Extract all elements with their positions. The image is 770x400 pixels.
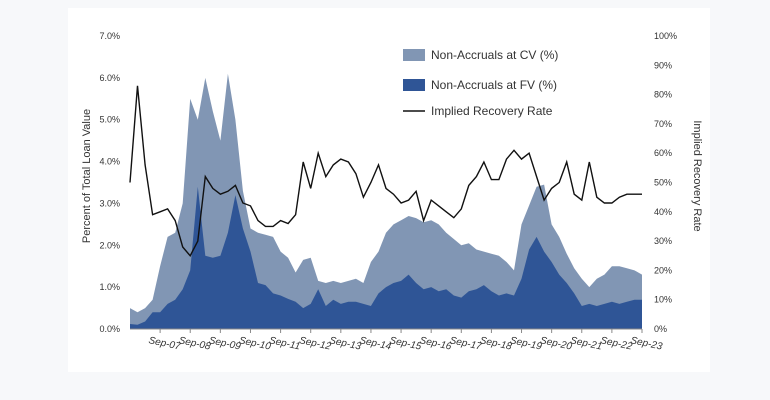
x-tick-label: Sep-18 — [479, 335, 513, 353]
y-right-tick-label: 60% — [654, 148, 672, 158]
y-left-tick-label: 2.0% — [99, 240, 120, 250]
legend-label: Implied Recovery Rate — [431, 104, 553, 118]
x-tick-label: Sep-20 — [539, 335, 573, 353]
x-tick-label: Sep-11 — [268, 335, 301, 352]
x-tick-label: Sep-08 — [178, 335, 212, 353]
fv-area-series — [130, 186, 642, 329]
x-tick-label: Sep-13 — [328, 335, 362, 353]
x-tick-label: Sep-15 — [388, 335, 422, 353]
x-tick-label: Sep-12 — [298, 335, 332, 353]
x-tick-label: Sep-21 — [569, 335, 603, 352]
y-left-tick-label: 7.0% — [99, 31, 120, 41]
y-right-tick-label: 20% — [654, 265, 672, 275]
line-series — [129, 85, 642, 258]
x-tick-label: Sep-09 — [208, 335, 242, 353]
x-tick-label: Sep-23 — [629, 335, 663, 353]
legend-swatch-fv — [403, 79, 425, 91]
non-accruals-chart: 0.0% 1.0% 2.0% 3.0% 4.0% 5.0% 6.0% 7.0% 0% 10% 20… — [81, 31, 703, 353]
legend: Non-Accruals at CV (%) Non-Accruals at FV… — [403, 48, 558, 118]
y-left-tick-label: 5.0% — [99, 115, 120, 125]
y-right-tick-label: 90% — [654, 60, 672, 70]
x-tick-label: Sep-07 — [147, 335, 181, 353]
x-tick-label: Sep-17 — [449, 335, 483, 353]
y-right-tick-label: 50% — [654, 178, 672, 188]
legend-label: Non-Accruals at CV (%) — [431, 48, 558, 62]
recovery-rate-line — [129, 85, 642, 258]
y-right-tick-label: 80% — [654, 90, 672, 100]
y-right-tick-label: 30% — [654, 236, 672, 246]
x-tick-label: Sep-22 — [599, 335, 633, 353]
x-tick-labels: Sep-07Sep-08Sep-09Sep-10Sep-11Sep-12Sep-… — [147, 329, 664, 353]
y-right-tick-label: 40% — [654, 207, 672, 217]
x-tick-label: Sep-14 — [358, 335, 392, 353]
y-right-tick-labels: 0% 10% 20% 30% 40% 50% 60% 70% 80% 90% 100% — [654, 31, 677, 334]
y-left-tick-label: 6.0% — [99, 73, 120, 83]
y-left-tick-label: 4.0% — [99, 157, 120, 167]
y-right-tick-label: 0% — [654, 324, 667, 334]
y-left-tick-label: 0.0% — [99, 324, 120, 334]
y-axis-title: Percent of Total Loan Value — [81, 109, 93, 243]
cv-area-series — [130, 73, 642, 329]
y2-axis-title: Implied Recovery Rate — [691, 120, 703, 231]
y-left-tick-label: 3.0% — [99, 198, 120, 208]
chart-card: 0.0% 1.0% 2.0% 3.0% 4.0% 5.0% 6.0% 7.0% 0% 10% 20… — [68, 8, 710, 372]
y-right-tick-label: 100% — [654, 31, 677, 41]
legend-swatch-cv — [403, 49, 425, 61]
y-right-tick-label: 10% — [654, 295, 672, 305]
area-series — [130, 73, 642, 329]
x-tick-label: Sep-19 — [509, 335, 543, 353]
x-tick-label: Sep-10 — [238, 335, 272, 353]
y-left-tick-label: 1.0% — [99, 282, 120, 292]
x-tick-label: Sep-16 — [419, 335, 453, 353]
y-left-tick-labels: 0.0% 1.0% 2.0% 3.0% 4.0% 5.0% 6.0% 7.0% — [99, 31, 120, 334]
legend-label: Non-Accruals at FV (%) — [431, 78, 557, 92]
y-right-tick-label: 70% — [654, 119, 672, 129]
